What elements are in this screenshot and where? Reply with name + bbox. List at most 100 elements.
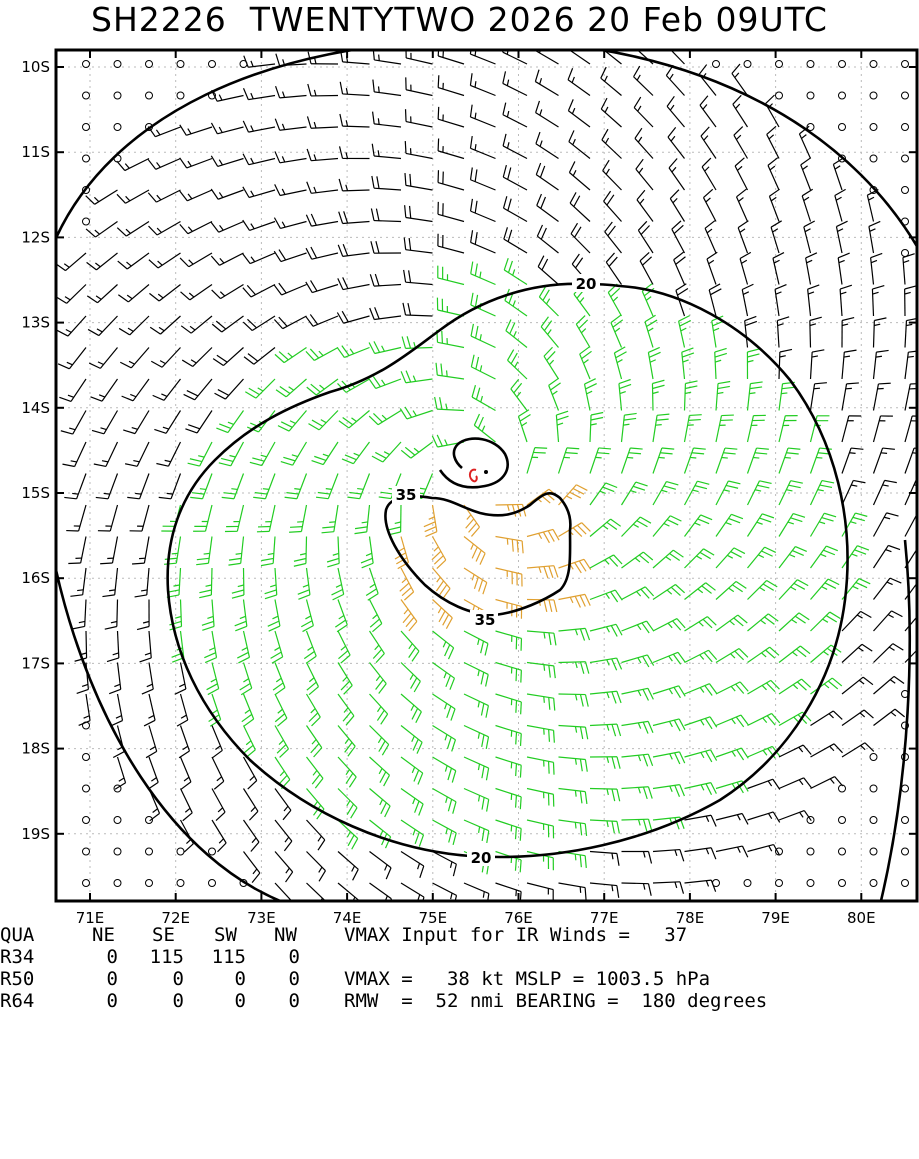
barb-feather xyxy=(721,415,733,416)
value-ne: 0 xyxy=(70,969,118,990)
barb-feather xyxy=(908,356,914,357)
barb-feather xyxy=(881,453,887,454)
barb-feather xyxy=(568,37,572,49)
table-row-r34: R34 0 115 115 0 xyxy=(0,947,46,968)
value-nw: 0 xyxy=(250,991,300,1012)
wind-barb xyxy=(590,789,617,790)
lon-label: 78E xyxy=(676,909,705,925)
barb-feather xyxy=(816,457,822,458)
wind-barb xyxy=(622,819,649,820)
wind-barb xyxy=(86,631,87,658)
barb-feather xyxy=(720,420,732,421)
barb-feather xyxy=(320,902,326,913)
lat-label: 18S xyxy=(21,740,50,758)
barb-feather xyxy=(72,493,78,494)
barb-feather xyxy=(516,700,517,712)
value-se: 115 xyxy=(128,947,184,968)
barb-feather xyxy=(600,36,605,47)
value-se: 0 xyxy=(128,991,184,1012)
barb-feather xyxy=(637,44,640,49)
barb-feather xyxy=(289,532,301,533)
barb-feather xyxy=(785,457,791,458)
barb-feather xyxy=(475,81,476,87)
contour-label-20-top: 20 xyxy=(576,275,597,293)
barb-feather xyxy=(521,702,522,714)
lat-label: 11S xyxy=(21,143,50,161)
barb-feather xyxy=(633,35,639,46)
lat-label: 15S xyxy=(21,484,50,502)
wind-barb xyxy=(810,321,811,348)
barb-feather xyxy=(575,854,576,860)
barb-feather xyxy=(814,388,820,389)
table-row-r50: R50 0 0 0 0 VMAX = 38 kt MSLP = 1003.5 h… xyxy=(0,969,46,990)
barb-feather xyxy=(520,765,521,777)
barb-feather xyxy=(516,732,517,744)
lat-label: 13S xyxy=(21,314,50,332)
barb-feather xyxy=(167,493,173,494)
barb-feather xyxy=(475,113,476,119)
value-nw: 0 xyxy=(250,969,300,990)
barb-feather xyxy=(438,139,439,151)
barb-feather xyxy=(749,393,755,394)
barb-feather xyxy=(876,356,882,357)
barb-feather xyxy=(357,489,363,490)
value-se: 0 xyxy=(128,969,184,990)
lon-label: 76E xyxy=(504,909,533,925)
plot-background xyxy=(56,50,917,901)
barb-feather xyxy=(378,118,379,124)
barb-feather xyxy=(104,493,110,494)
barb-feather xyxy=(172,553,178,554)
lon-label: 75E xyxy=(419,909,448,925)
lon-label: 73E xyxy=(247,909,276,925)
wind-barb xyxy=(343,190,370,191)
barb-feather xyxy=(544,665,545,671)
lon-label: 80E xyxy=(847,909,876,925)
barb-feather xyxy=(554,730,555,742)
barb-feather xyxy=(516,795,517,807)
barb-feather xyxy=(68,563,80,564)
barb-feather xyxy=(231,489,237,490)
value-ne: 0 xyxy=(70,991,118,1012)
wind-barb xyxy=(559,694,586,695)
vmax-mslp-text: VMAX = 38 kt MSLP = 1003.5 hPa xyxy=(344,969,710,990)
wind-barb xyxy=(622,883,649,884)
value-sw: 0 xyxy=(186,991,246,1012)
value-sw: 115 xyxy=(186,947,246,968)
lon-label: 71E xyxy=(76,909,105,925)
barb-feather xyxy=(689,415,701,416)
barb-feather xyxy=(77,590,83,591)
barb-feather xyxy=(290,527,302,528)
wind-barb xyxy=(559,662,586,663)
wind-barb xyxy=(652,384,653,411)
barb-feather xyxy=(722,457,728,458)
barb-feather xyxy=(135,493,141,494)
lat-label: 16S xyxy=(21,569,50,587)
row-label: R34 xyxy=(0,947,34,968)
vmax-input-text: VMAX Input for IR Winds = 37 xyxy=(344,925,687,946)
wind-barb xyxy=(306,537,307,564)
barb-feather xyxy=(533,452,545,453)
barb-feather xyxy=(287,903,294,913)
barb-feather xyxy=(753,457,759,458)
wind-barb xyxy=(211,568,212,595)
qua-label: QUA xyxy=(0,925,34,946)
barb-feather xyxy=(204,553,210,554)
contour-label-35-left: 35 xyxy=(396,486,417,504)
barb-feather xyxy=(438,107,439,119)
barb-feather xyxy=(535,448,547,449)
barb-feather xyxy=(575,822,576,828)
row-label: R64 xyxy=(0,991,34,1012)
barb-feather xyxy=(521,670,522,682)
value-sw: 0 xyxy=(186,969,246,990)
barb-feather xyxy=(521,734,522,746)
lat-label: 17S xyxy=(21,654,50,672)
lon-label: 77E xyxy=(590,909,619,925)
barb-feather xyxy=(379,55,380,61)
barb-feather xyxy=(520,797,521,809)
contour-label-35-bottom: 35 xyxy=(475,611,496,629)
barb-feather xyxy=(623,424,629,425)
lon-label: 79E xyxy=(761,909,790,925)
barb-feather xyxy=(688,420,700,421)
barb-feather xyxy=(549,761,550,773)
barb-feather xyxy=(669,43,672,48)
